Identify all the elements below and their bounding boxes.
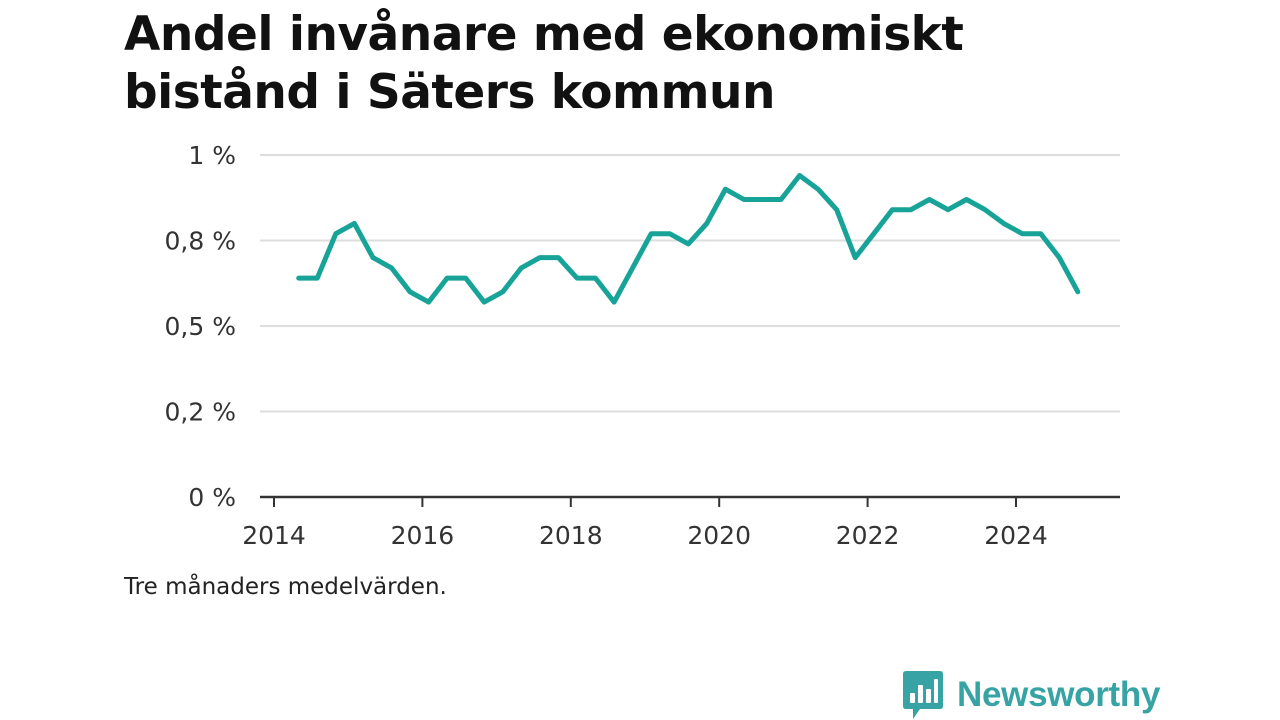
x-tick-label: 2020: [687, 521, 751, 550]
bar-chart-speech-bubble-icon: [903, 671, 943, 719]
footnote: Tre månaders medelvärden.: [124, 574, 447, 600]
brand-logo[interactable]: Newsworthy: [903, 670, 1160, 720]
y-tick-label: 0,8 %: [165, 227, 236, 256]
series-line: [296, 173, 1081, 305]
gridlines: [260, 154, 1120, 413]
chart-title-line-2: bistånd i Säters kommun: [124, 65, 775, 120]
y-tick-label: 0 %: [188, 483, 236, 512]
x-tick-label: 2022: [836, 521, 900, 550]
y-tick-label: 1 %: [188, 141, 236, 170]
x-tick-label: 2014: [242, 521, 306, 550]
y-tick-label: 0,2 %: [165, 398, 236, 427]
x-axis: 2014 2016 2018 2020 2022 2024: [242, 495, 1120, 550]
chart-title: Andel invånare med ekonomiskt bistånd i …: [124, 6, 1124, 122]
brand-name: Newsworthy: [957, 675, 1161, 714]
x-tick-label: 2024: [984, 521, 1048, 550]
y-axis: 0 % 0,2 % 0,5 % 0,8 % 1 %: [165, 141, 236, 512]
chart-title-line-1: Andel invånare med ekonomiskt: [124, 7, 964, 62]
series-layer: [296, 173, 1081, 305]
x-tick-label: 2016: [391, 521, 455, 550]
y-tick-label: 0,5 %: [165, 312, 236, 341]
x-tick-label: 2018: [539, 521, 603, 550]
